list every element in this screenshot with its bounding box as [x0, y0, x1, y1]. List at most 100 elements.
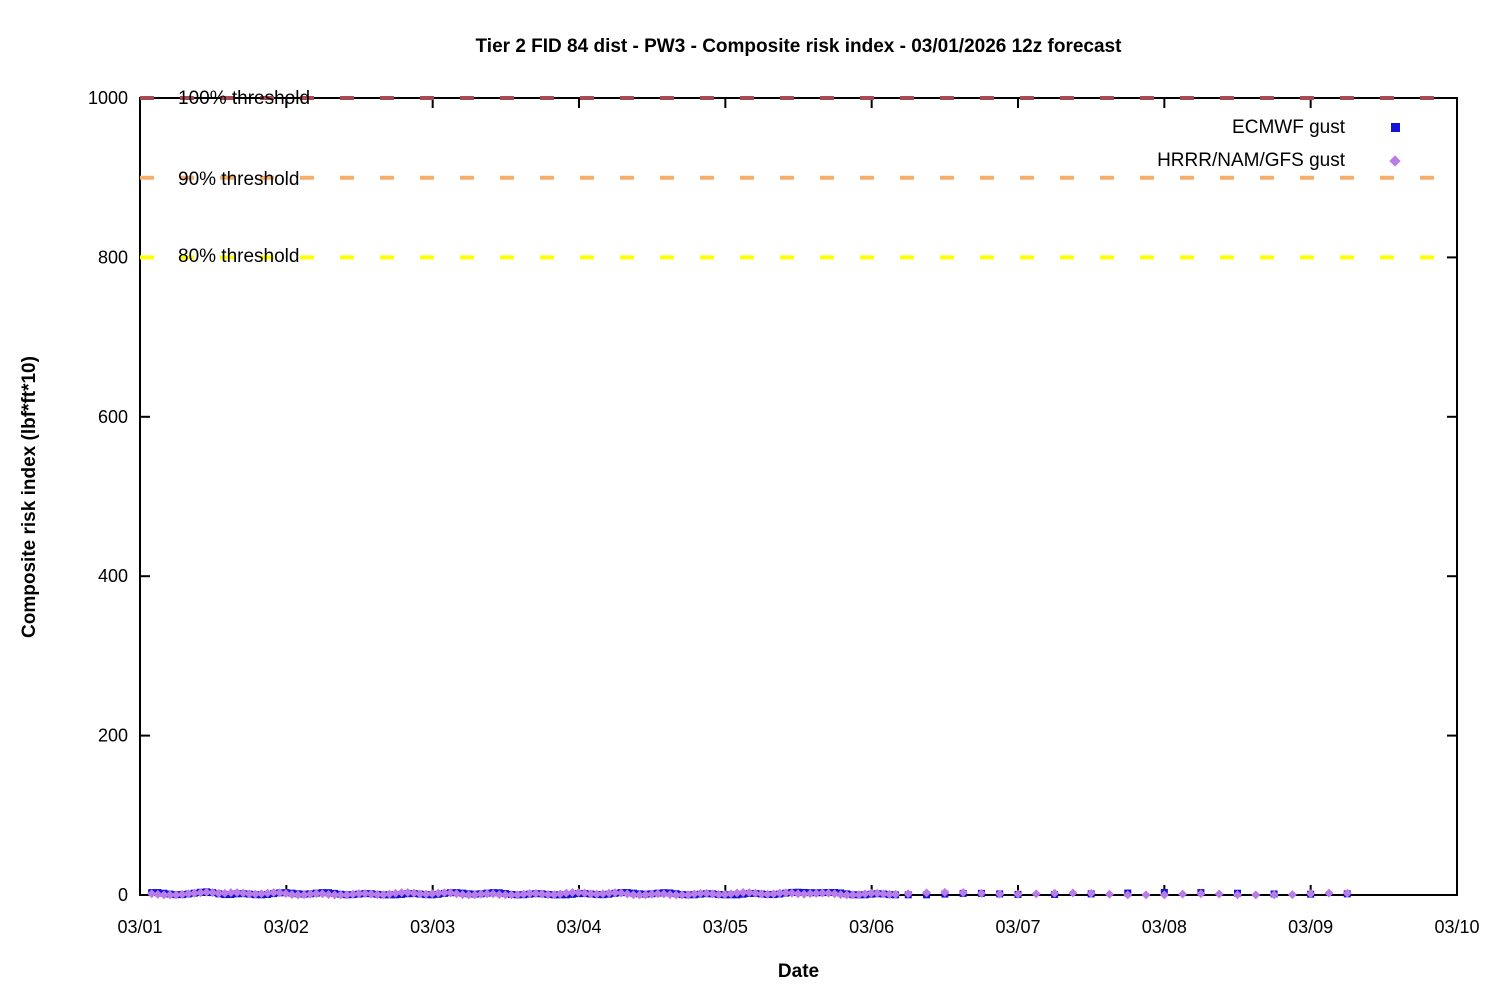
diamond-marker — [995, 889, 1005, 899]
diamond-marker — [293, 890, 303, 900]
y-axis-title: Composite risk index (lbf*ft*10) — [19, 356, 40, 638]
y-tick-label: 800 — [98, 247, 128, 267]
diamond-marker — [1178, 889, 1188, 899]
diamond-marker — [1068, 888, 1078, 898]
diamond-marker — [714, 889, 724, 899]
diamond-marker — [391, 888, 401, 898]
diamond-marker — [1306, 889, 1316, 899]
diamond-marker — [439, 888, 449, 898]
y-tick-label: 0 — [118, 885, 128, 905]
diamond-marker — [702, 888, 712, 898]
diamond-marker — [842, 890, 852, 900]
x-tick-label: 03/01 — [117, 917, 162, 937]
plot-frame — [139, 97, 1458, 896]
diamond-marker — [708, 889, 718, 899]
diamond-marker — [860, 889, 870, 899]
diamond-marker — [647, 889, 657, 899]
diamond-marker — [1324, 888, 1334, 898]
diamond-marker — [433, 888, 443, 898]
diamond-marker — [195, 888, 205, 898]
y-tick-label: 600 — [98, 407, 128, 427]
diamond-marker — [872, 888, 882, 898]
diamond-marker — [604, 888, 614, 898]
diamond-marker — [665, 890, 675, 900]
x-tick-label: 03/07 — [995, 917, 1040, 937]
diamond-marker — [372, 890, 382, 900]
diamond-marker — [275, 888, 285, 898]
diamond-marker — [884, 889, 894, 899]
diamond-marker — [208, 888, 218, 898]
diamond-marker — [348, 889, 358, 899]
diamond-marker — [1196, 889, 1206, 899]
diamond-marker — [940, 887, 950, 897]
diamond-marker — [799, 889, 809, 899]
diamond-marker — [616, 888, 626, 898]
diamond-marker — [610, 888, 620, 898]
y-tick-label: 400 — [98, 566, 128, 586]
diamond-marker — [299, 890, 309, 900]
diamond-marker — [220, 888, 230, 898]
diamond-marker — [922, 888, 932, 898]
diamond-marker — [549, 890, 559, 900]
diamond-marker — [482, 889, 492, 899]
diamond-marker — [287, 889, 297, 899]
diamond-marker — [165, 890, 175, 900]
diamond-marker — [214, 888, 224, 898]
diamond-marker — [836, 890, 846, 900]
diamond-marker — [244, 889, 254, 899]
diamond-marker — [763, 889, 773, 899]
x-tick-label: 03/08 — [1142, 917, 1187, 937]
threshold-label-100: 100% threshold — [178, 88, 311, 109]
diamond-marker — [958, 888, 968, 898]
legend-marker-box — [1345, 154, 1445, 167]
diamond-marker — [1086, 888, 1096, 898]
diamond-marker — [1342, 888, 1352, 898]
diamond-marker — [659, 889, 669, 899]
diamond-marker — [793, 889, 803, 899]
square-marker-icon — [1390, 123, 1400, 132]
diamond-marker — [189, 888, 199, 898]
diamond-marker — [543, 890, 553, 900]
x-tick-label: 03/06 — [849, 917, 894, 937]
diamond-marker — [183, 889, 193, 899]
diamond-marker — [1269, 890, 1279, 900]
diamond-marker — [1214, 889, 1224, 899]
diamond-marker — [159, 890, 169, 900]
diamond-marker — [775, 888, 785, 898]
diamond-marker — [695, 888, 705, 898]
diamond-marker — [683, 890, 693, 900]
diamond-marker — [634, 890, 644, 900]
diamond-marker — [720, 889, 730, 899]
diamond-marker — [397, 888, 407, 898]
diamond-marker — [732, 888, 742, 898]
diamond-marker — [598, 889, 608, 899]
diamond-marker — [500, 890, 510, 900]
diamond-marker — [854, 890, 864, 900]
diamond-marker — [1287, 890, 1297, 900]
y-tick-label: 200 — [98, 726, 128, 746]
diamond-marker — [311, 889, 321, 899]
diamond-marker — [781, 888, 791, 898]
diamond-marker — [1233, 890, 1242, 900]
y-tick-label: 1000 — [88, 88, 128, 108]
diamond-marker — [317, 889, 327, 899]
diamond-marker — [750, 888, 760, 898]
legend-marker-box — [1345, 123, 1445, 132]
diamond-marker — [891, 889, 901, 899]
diamond-marker — [324, 889, 334, 899]
diamond-marker-icon — [1389, 154, 1401, 167]
diamond-marker — [336, 890, 346, 900]
diamond-marker — [1013, 889, 1023, 899]
legend-item-ecmwf: ECMWF gust — [1000, 111, 1445, 144]
diamond-marker — [677, 890, 687, 900]
diamond-marker — [878, 889, 888, 899]
diamond-marker — [238, 888, 248, 898]
diamond-marker — [269, 888, 279, 898]
diamond-marker — [445, 888, 455, 898]
diamond-marker — [592, 889, 602, 899]
x-tick-label: 03/03 — [410, 917, 455, 937]
diamond-marker — [531, 888, 541, 898]
diamond-marker — [470, 890, 480, 900]
diamond-marker — [305, 889, 315, 899]
